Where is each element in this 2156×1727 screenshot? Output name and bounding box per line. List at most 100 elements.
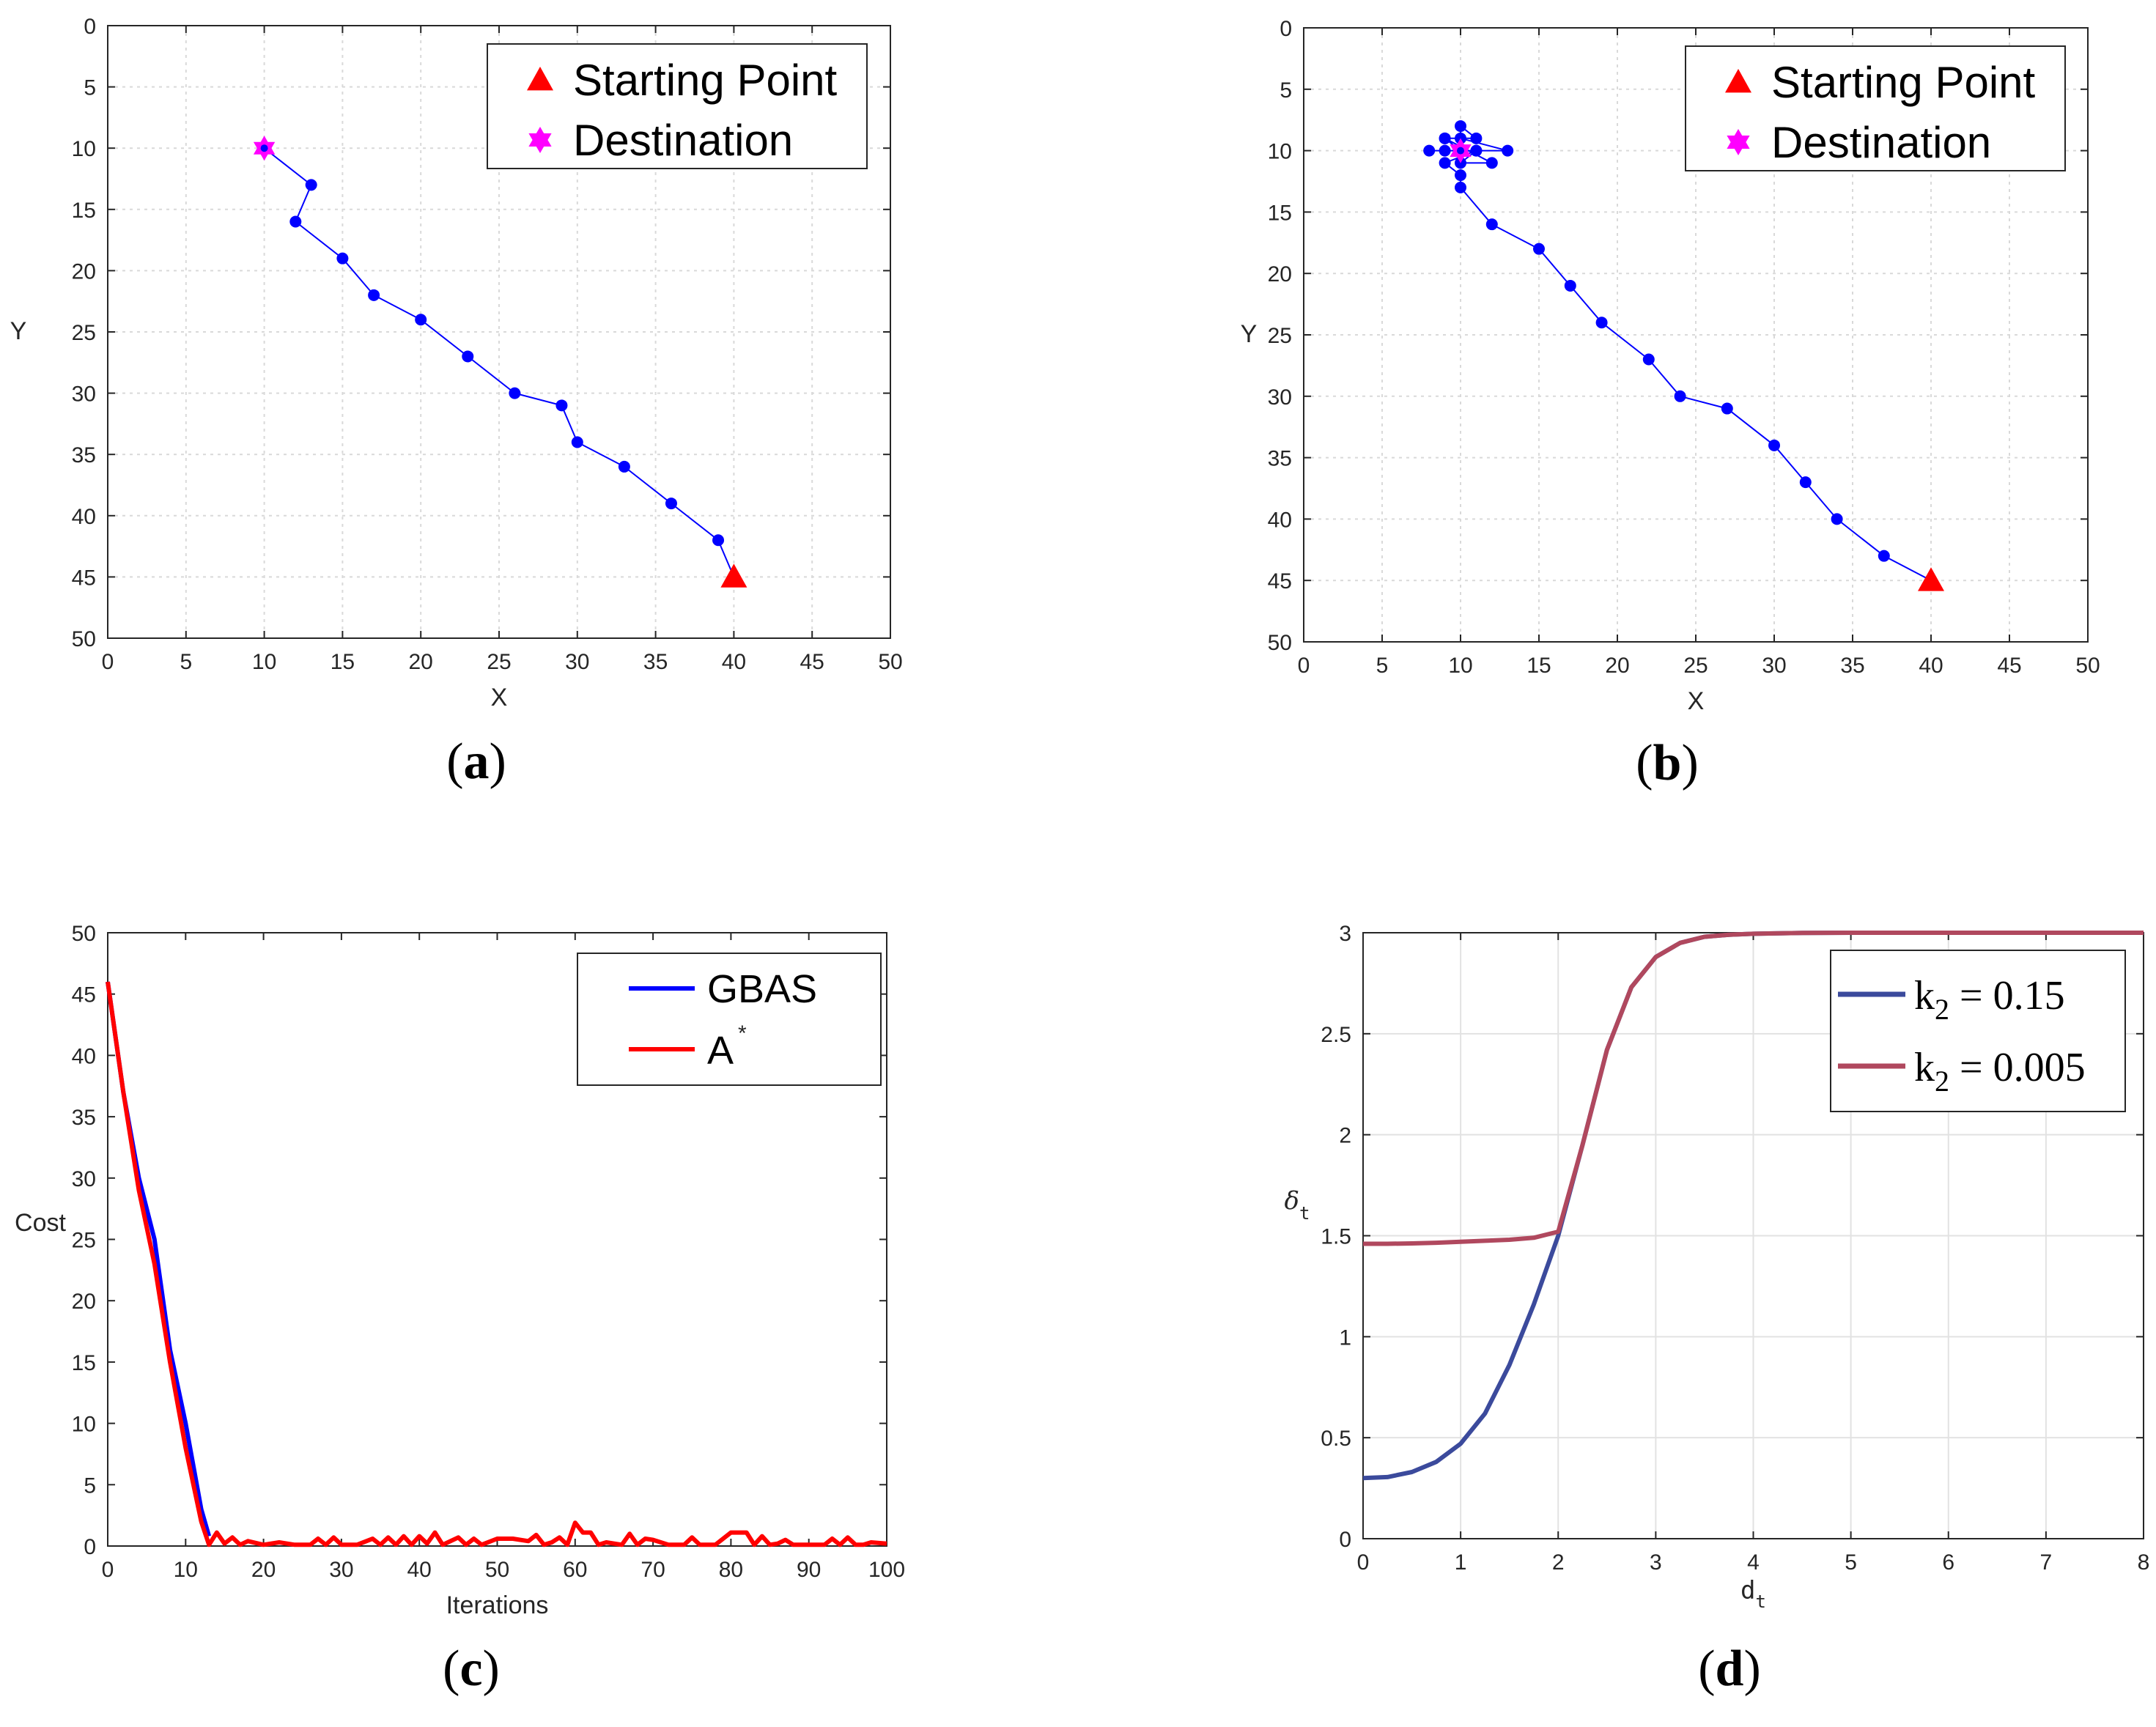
caption-paren-open: ( (1636, 735, 1653, 791)
y-tick-label: 3 (1339, 922, 1351, 946)
x-tick-label: 25 (1683, 654, 1708, 678)
caption-letter: c (459, 1641, 482, 1697)
x-tick-label: 40 (1919, 654, 1943, 678)
legend-label-gbas: GBAS (707, 967, 817, 1011)
series-line-2 (1363, 931, 2144, 1246)
legend: Starting Point Destination (1685, 45, 2066, 171)
x-tick-label: 30 (329, 1558, 353, 1582)
x-tick-label: 6 (1942, 1550, 1954, 1575)
caption-paren-open: ( (443, 1641, 459, 1697)
y-axis-label: δt (1285, 1186, 1310, 1224)
x-tick-label: 40 (407, 1558, 432, 1582)
x-tick-label: 3 (1650, 1550, 1662, 1575)
x-tick-label: 70 (640, 1558, 665, 1582)
y-tick-label: 25 (72, 321, 96, 345)
y-tick-label: 45 (72, 983, 96, 1007)
path-point (1485, 157, 1498, 169)
caption-paren-close: ) (483, 1641, 500, 1697)
y-tick-label: 30 (1268, 385, 1292, 410)
path-point (1502, 144, 1514, 157)
legend-k: k (1914, 1045, 1935, 1090)
y-tick-label: 40 (1268, 508, 1292, 532)
y-tick-label: 40 (72, 505, 96, 529)
x-tick-label: 35 (1840, 654, 1864, 678)
path-point (1533, 243, 1545, 255)
x-tick-label: 15 (1526, 654, 1551, 678)
series-line-1 (106, 981, 212, 1537)
series-line-2 (106, 981, 887, 1547)
series-line-1 (263, 147, 735, 577)
y-axis-label: Y (1241, 320, 1258, 348)
y-tick-label: 2 (1339, 1124, 1351, 1148)
caption-paren-close: ) (1743, 1641, 1760, 1697)
x-tick-label: 60 (563, 1558, 587, 1582)
path-point (415, 314, 427, 326)
x-tick-label: 20 (1605, 654, 1629, 678)
legend-sub: 2 (1935, 993, 1949, 1026)
legend-label-astar: A (707, 1029, 734, 1073)
y-tick-label: 35 (72, 443, 96, 467)
y-tick-label: 50 (72, 922, 96, 946)
path-point (1470, 132, 1483, 144)
caption-paren-close: ) (1681, 735, 1698, 791)
legend-box (487, 43, 868, 169)
x-tick-label: 50 (878, 650, 902, 674)
y-tick-label: 45 (72, 566, 96, 590)
legend-hexagram-icon (1727, 129, 1750, 155)
destination-point (1457, 147, 1464, 155)
x-tick-label: 1 (1455, 1550, 1467, 1575)
path-point (1564, 279, 1576, 292)
legend-box (577, 953, 882, 1086)
caption-paren-close: ) (490, 733, 506, 790)
y-axis-label-sub: t (1299, 1203, 1310, 1224)
x-axis-label: dt (1740, 1576, 1766, 1612)
path-point (1799, 476, 1812, 489)
path-point (289, 215, 302, 228)
x-axis-label-sub: t (1756, 1591, 1766, 1612)
path-point (618, 460, 630, 473)
chart-panel-a: 0 5 10 15 20 25 30 35 40 45 5005101520253035404550… (10, 15, 903, 790)
legend-triangle-icon (527, 67, 553, 91)
legend-label-astar-sup: * (738, 1021, 747, 1046)
y-tick-label: 0 (1280, 17, 1292, 41)
x-tick-label: 90 (797, 1558, 821, 1582)
y-tick-label: 30 (72, 1167, 96, 1191)
y-tick-label: 5 (84, 1473, 96, 1498)
x-tick-label: 80 (719, 1558, 743, 1582)
path-point (1439, 132, 1451, 144)
y-tick-label: 5 (84, 76, 96, 100)
caption-paren-open: ( (1698, 1641, 1715, 1697)
y-axis-label-main: δ (1285, 1186, 1299, 1216)
y-tick-label: 20 (1268, 262, 1292, 286)
x-axis-label: Iterations (446, 1591, 549, 1619)
path-point (1485, 218, 1498, 231)
y-tick-label: 50 (1268, 631, 1292, 655)
x-tick-label: 25 (487, 650, 511, 674)
x-axis-label: X (491, 684, 508, 711)
x-tick-label: 5 (1845, 1550, 1857, 1575)
path-point (1439, 157, 1451, 169)
y-tick-label: 0 (1339, 1528, 1351, 1552)
destination-point (260, 144, 268, 152)
y-tick-label: 35 (1268, 447, 1292, 471)
path-point (1470, 144, 1483, 157)
start-point-marker (1918, 567, 1944, 591)
x-tick-label: 0 (102, 650, 114, 674)
legend: GBAS A * (577, 953, 882, 1086)
caption-letter: d (1716, 1641, 1744, 1697)
x-tick-label: 7 (2040, 1550, 2053, 1575)
x-tick-label: 50 (2075, 654, 2100, 678)
legend-box (1685, 45, 2066, 171)
legend-k: k (1914, 973, 1935, 1018)
path-point (1721, 402, 1733, 415)
x-tick-label: 10 (1448, 654, 1472, 678)
x-tick-label: 5 (1376, 654, 1389, 678)
path-point (1455, 181, 1466, 193)
x-tick-label: 2 (1552, 1550, 1565, 1575)
x-tick-label: 45 (800, 650, 824, 674)
y-tick-label: 45 (1268, 569, 1292, 593)
legend: Starting Point Destination (487, 43, 868, 169)
path-point (305, 179, 317, 191)
